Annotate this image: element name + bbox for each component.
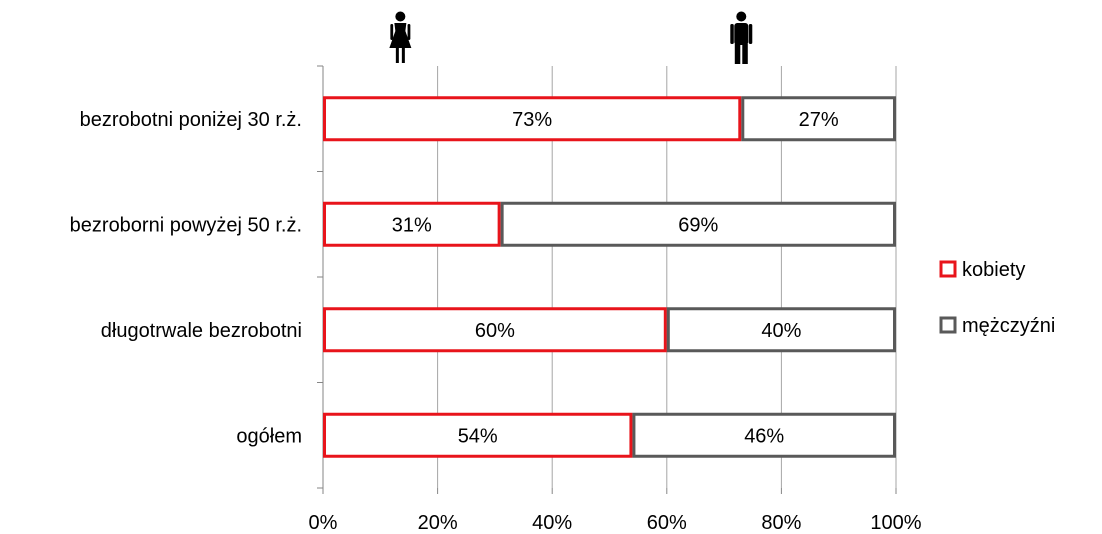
- data-label: 27%: [799, 109, 839, 131]
- icon-leg: [395, 48, 399, 63]
- category-label: bezrobotni poniżej 30 r.ż.: [80, 109, 302, 131]
- legend: kobiety mężczyźni: [939, 259, 1055, 337]
- x-tick-label: 80%: [761, 512, 801, 534]
- axes: [317, 65, 897, 494]
- x-tick-label: 20%: [418, 512, 458, 534]
- bar-segment: [741, 96, 896, 142]
- icon-arm: [730, 24, 734, 44]
- legend-label: mężczyźni: [962, 315, 1055, 337]
- data-label: 40%: [761, 320, 801, 342]
- data-label: 46%: [744, 425, 784, 447]
- icon-dress: [389, 23, 412, 48]
- bar-segment: [666, 307, 896, 353]
- legend-label: kobiety: [962, 259, 1025, 281]
- bar-segment: [323, 307, 667, 353]
- icon-arm: [407, 24, 411, 40]
- x-tick-label: 40%: [532, 512, 572, 534]
- icon-head: [395, 11, 406, 22]
- data-label: 54%: [458, 425, 498, 447]
- icon-arm: [390, 24, 394, 40]
- icon-leg: [734, 44, 741, 64]
- category-label: długotrwale bezrobotni: [101, 320, 302, 342]
- bar-segment: [323, 201, 501, 247]
- icon-leg: [401, 48, 405, 63]
- data-label: 73%: [512, 109, 552, 131]
- bar-segment: [323, 412, 633, 458]
- bars: 73% 27% 31% 69% 60% 40% 54% 46%: [323, 96, 896, 458]
- woman-icon: [389, 11, 412, 63]
- icon-torso: [734, 23, 749, 45]
- bar-segment: [323, 96, 742, 142]
- bar-segment: [500, 201, 896, 247]
- legend-swatch: [939, 316, 957, 334]
- icon-head: [736, 11, 747, 22]
- data-label: 60%: [475, 320, 515, 342]
- x-tick-label: 60%: [647, 512, 687, 534]
- category-label: bezroborni powyżej 50 r.ż.: [70, 214, 302, 236]
- man-icon: [730, 11, 753, 64]
- x-tick-label: 100%: [870, 512, 921, 534]
- legend-swatch: [939, 260, 957, 278]
- category-label: ogółem: [236, 425, 302, 447]
- bar-segment: [632, 412, 896, 458]
- gender-icons: [389, 11, 753, 64]
- icon-leg: [742, 44, 748, 64]
- x-tick-label: 0%: [309, 512, 338, 534]
- x-tick-labels: 0% 20% 40% 60% 80% 100%: [309, 512, 922, 534]
- data-label: 31%: [392, 214, 432, 236]
- category-labels: bezrobotni poniżej 30 r.ż. bezroborni pow…: [70, 109, 302, 448]
- icon-arm: [748, 24, 753, 44]
- data-label: 69%: [678, 214, 718, 236]
